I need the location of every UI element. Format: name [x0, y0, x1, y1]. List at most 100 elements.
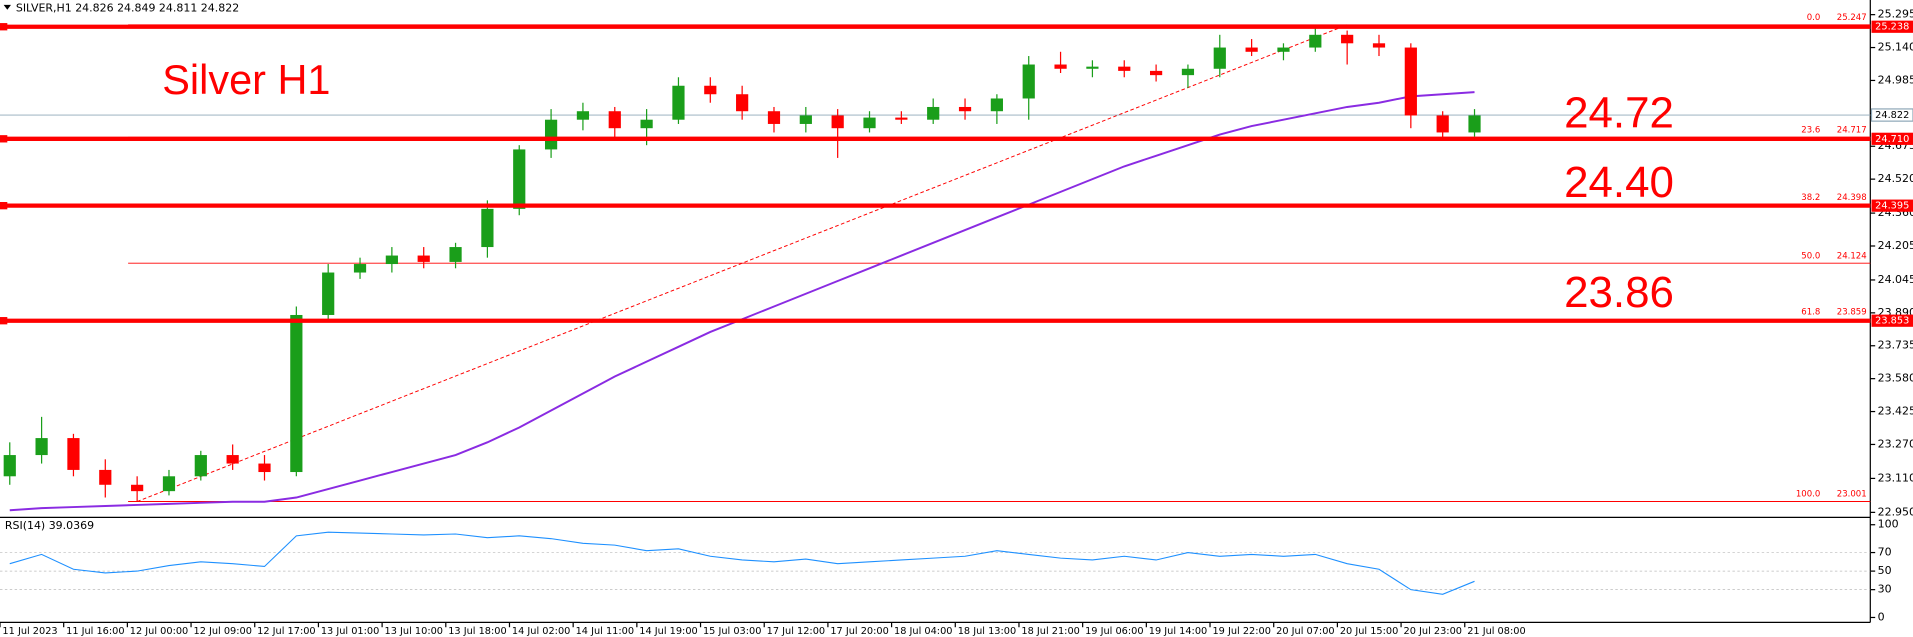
x-tick-label: 14 Jul 19:00 — [639, 626, 697, 637]
x-tick-label: 13 Jul 10:00 — [385, 626, 443, 637]
candle-body — [481, 208, 494, 248]
y-tick-label: 25.295 — [1878, 8, 1913, 21]
fib-level: 61.8 — [1801, 308, 1820, 318]
y-tick-label: 24.985 — [1878, 73, 1913, 86]
x-tick-label: 12 Jul 09:00 — [193, 626, 251, 637]
x-tick-label: 18 Jul 13:00 — [958, 626, 1016, 637]
candle-body — [1086, 66, 1099, 69]
candle-body — [1054, 64, 1067, 69]
y-tick-label: 23.580 — [1878, 372, 1913, 385]
candle-body — [67, 438, 80, 470]
x-tick-label: 13 Jul 01:00 — [321, 626, 379, 637]
level-anchor — [0, 202, 8, 210]
level-price-box — [1871, 199, 1913, 212]
x-tick-label: 19 Jul 22:00 — [1212, 626, 1270, 637]
level-price-box — [1871, 20, 1913, 33]
x-tick-label: 15 Jul 03:00 — [703, 626, 761, 637]
candle-body — [1277, 47, 1290, 52]
candle-body — [1468, 115, 1481, 133]
candle-body — [576, 111, 590, 120]
y-tick-label: 24.205 — [1878, 239, 1913, 252]
candle-body — [831, 115, 844, 129]
y-tick-label: 24.045 — [1878, 273, 1913, 286]
x-tick-label: 21 Jul 08:00 — [1467, 626, 1525, 637]
level-anchor — [0, 135, 8, 143]
x-tick-label: 17 Jul 20:00 — [830, 626, 888, 637]
fib-level: 100.0 — [1796, 490, 1820, 500]
candle-body — [417, 255, 430, 262]
candle-body — [3, 455, 16, 477]
candle-body — [1213, 47, 1226, 69]
candle-body — [1309, 34, 1322, 48]
x-tick-label: 12 Jul 00:00 — [130, 626, 188, 637]
candle-body — [608, 111, 621, 129]
y-tick-label: 23.110 — [1878, 471, 1913, 484]
header: SILVER,H1 24.826 24.849 24.811 24.822 — [16, 2, 239, 15]
rsi-line — [9, 531, 1475, 595]
candle-body — [736, 94, 749, 112]
candle-body — [927, 106, 940, 120]
fib-price: 24.398 — [1837, 193, 1867, 203]
x-tick-label: 14 Jul 02:00 — [512, 626, 570, 637]
candle-body — [799, 115, 812, 124]
candle-body — [640, 119, 653, 129]
x-tick-label: 11 Jul 2023 — [2, 626, 57, 637]
x-tick-label: 18 Jul 04:00 — [894, 626, 952, 637]
candle-body — [544, 119, 558, 150]
candle-body — [513, 149, 526, 209]
candle-body — [194, 455, 207, 477]
candle-body — [1372, 43, 1386, 48]
level-price-label: 25.238 — [1875, 22, 1909, 33]
candle-body — [1436, 115, 1449, 133]
rsi-tick-label: 30 — [1878, 583, 1892, 596]
level-anchor — [0, 23, 8, 31]
fib-level: 38.2 — [1801, 193, 1820, 203]
candle-body — [1341, 34, 1354, 44]
candle-body — [99, 469, 112, 485]
candle-body — [958, 106, 972, 112]
x-tick-label: 20 Jul 07:00 — [1276, 626, 1334, 637]
candle-body — [385, 255, 398, 265]
level-anchor — [0, 317, 8, 325]
fib-level: 0.0 — [1807, 13, 1821, 23]
annotation: 23.86 — [1564, 268, 1674, 317]
fib-price: 25.247 — [1837, 13, 1867, 23]
y-tick-label: 23.735 — [1878, 339, 1913, 352]
y-tick-label: 23.270 — [1878, 437, 1913, 450]
y-tick-label: 22.950 — [1878, 505, 1913, 518]
candle-body — [1404, 47, 1417, 116]
annotation: 24.72 — [1564, 89, 1674, 138]
level-price-box — [1871, 132, 1913, 145]
candle-body — [131, 484, 144, 492]
y-tick-label: 23.425 — [1878, 405, 1913, 418]
candle-body — [35, 438, 48, 456]
candle-body — [863, 117, 876, 129]
level-price-box — [1871, 314, 1913, 327]
x-tick-label: 18 Jul 21:00 — [1021, 626, 1079, 637]
candle-body — [990, 98, 1003, 112]
rsi-tick-label: 100 — [1878, 518, 1899, 531]
y-tick-label: 25.140 — [1878, 41, 1913, 54]
rsi-tick-label: 0 — [1878, 610, 1885, 623]
x-tick-label: 20 Jul 23:00 — [1404, 626, 1462, 637]
annotation: 24.40 — [1564, 158, 1674, 207]
x-tick-label: 13 Jul 18:00 — [448, 626, 506, 637]
current-price-box — [1870, 108, 1913, 122]
candle-body — [290, 314, 303, 473]
x-tick-label: 19 Jul 14:00 — [1149, 626, 1207, 637]
candle-body — [895, 117, 908, 120]
level-price-label: 23.853 — [1875, 316, 1909, 327]
x-tick-label: 17 Jul 12:00 — [767, 626, 825, 637]
y-tick-label: 24.520 — [1878, 172, 1913, 185]
level-price-label: 24.710 — [1875, 134, 1909, 145]
candle-body — [1149, 70, 1163, 76]
candle-body — [767, 111, 781, 124]
trendline — [136, 24, 1348, 502]
candle-body — [162, 476, 176, 492]
fib-level: 23.6 — [1801, 126, 1820, 136]
current-price-label: 24.822 — [1875, 110, 1909, 121]
rsi-tick-label: 50 — [1878, 564, 1892, 577]
candle-body — [449, 247, 462, 262]
fib-price: 24.717 — [1837, 126, 1867, 136]
